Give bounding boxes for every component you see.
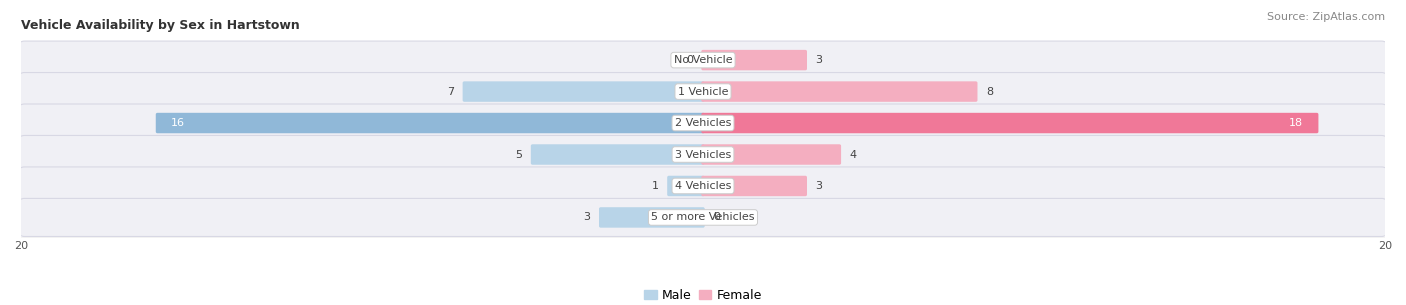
Text: 0: 0 <box>713 213 720 222</box>
FancyBboxPatch shape <box>18 135 1388 174</box>
FancyBboxPatch shape <box>18 41 1388 79</box>
FancyBboxPatch shape <box>156 113 704 133</box>
Text: 3: 3 <box>815 55 823 65</box>
Text: 0: 0 <box>686 55 693 65</box>
Text: 1: 1 <box>651 181 658 191</box>
Text: 5 or more Vehicles: 5 or more Vehicles <box>651 213 755 222</box>
Text: 3: 3 <box>815 181 823 191</box>
FancyBboxPatch shape <box>702 50 807 70</box>
FancyBboxPatch shape <box>18 199 1388 236</box>
Text: 16: 16 <box>172 118 186 128</box>
FancyBboxPatch shape <box>18 167 1388 205</box>
Text: 3 Vehicles: 3 Vehicles <box>675 149 731 160</box>
FancyBboxPatch shape <box>668 176 704 196</box>
Text: 3: 3 <box>583 213 591 222</box>
Text: Source: ZipAtlas.com: Source: ZipAtlas.com <box>1267 12 1385 22</box>
Text: 1 Vehicle: 1 Vehicle <box>678 87 728 97</box>
FancyBboxPatch shape <box>599 207 704 228</box>
Text: Vehicle Availability by Sex in Hartstown: Vehicle Availability by Sex in Hartstown <box>21 19 299 31</box>
Legend: Male, Female: Male, Female <box>640 284 766 305</box>
Text: 4 Vehicles: 4 Vehicles <box>675 181 731 191</box>
Text: No Vehicle: No Vehicle <box>673 55 733 65</box>
Text: 8: 8 <box>986 87 993 97</box>
Text: 4: 4 <box>849 149 856 160</box>
FancyBboxPatch shape <box>463 81 704 102</box>
FancyBboxPatch shape <box>702 144 841 165</box>
Text: 7: 7 <box>447 87 454 97</box>
FancyBboxPatch shape <box>18 104 1388 142</box>
FancyBboxPatch shape <box>531 144 704 165</box>
FancyBboxPatch shape <box>702 81 977 102</box>
FancyBboxPatch shape <box>702 176 807 196</box>
Text: 5: 5 <box>515 149 522 160</box>
Text: 2 Vehicles: 2 Vehicles <box>675 118 731 128</box>
Text: 18: 18 <box>1289 118 1303 128</box>
FancyBboxPatch shape <box>702 113 1319 133</box>
FancyBboxPatch shape <box>18 73 1388 111</box>
